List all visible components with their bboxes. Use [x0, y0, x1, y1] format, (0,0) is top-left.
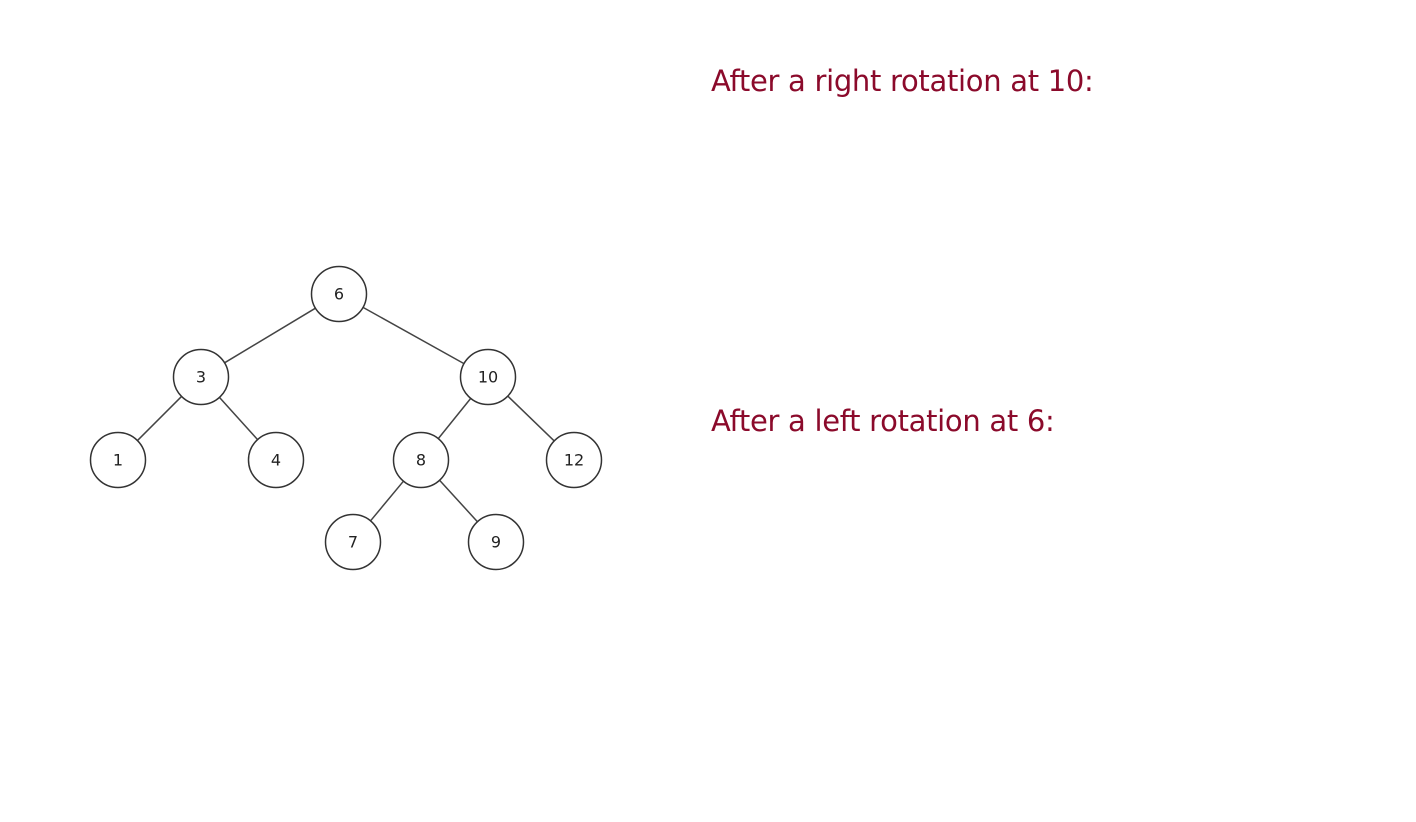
tree-node-10: 10	[459, 348, 517, 406]
tree-edges	[136, 306, 555, 523]
tree-nodes: 6 3 10 1 4 8 12 7 9	[89, 265, 603, 571]
node-circle	[310, 265, 368, 323]
node-circle	[247, 431, 305, 489]
node-label: 8	[416, 451, 426, 470]
edge-6-3	[224, 307, 316, 364]
binary-search-tree: 6 3 10 1 4 8 12 7 9	[89, 265, 603, 571]
node-label: 6	[334, 285, 344, 304]
edge-10-8	[437, 397, 472, 440]
edge-8-9	[439, 479, 478, 523]
node-label: 7	[348, 533, 358, 552]
tree-node-6: 6	[310, 265, 368, 323]
edge-3-4	[218, 396, 259, 441]
left-rotation-prompt: After a left rotation at 6:	[711, 404, 1055, 438]
node-label: 12	[564, 451, 584, 470]
tree-node-8: 8	[392, 431, 450, 489]
node-label: 1	[113, 451, 123, 470]
node-circle	[89, 431, 147, 489]
node-circle	[459, 348, 517, 406]
tree-node-1: 1	[89, 431, 147, 489]
tree-node-4: 4	[247, 431, 305, 489]
node-circle	[392, 431, 450, 489]
node-circle	[467, 513, 525, 571]
edge-3-1	[136, 395, 183, 442]
node-label: 4	[271, 451, 281, 470]
node-circle	[545, 431, 603, 489]
edge-6-10	[362, 306, 465, 365]
tree-node-3: 3	[172, 348, 230, 406]
tree-node-12: 12	[545, 431, 603, 489]
node-label: 3	[196, 368, 206, 387]
tree-node-7: 7	[324, 513, 382, 571]
right-rotation-prompt: After a right rotation at 10:	[711, 64, 1094, 98]
node-circle	[324, 513, 382, 571]
node-label: 9	[491, 533, 501, 552]
tree-node-9: 9	[467, 513, 525, 571]
node-circle	[172, 348, 230, 406]
node-label: 10	[478, 368, 498, 387]
edge-8-7	[369, 480, 405, 522]
edge-10-12	[507, 395, 555, 442]
